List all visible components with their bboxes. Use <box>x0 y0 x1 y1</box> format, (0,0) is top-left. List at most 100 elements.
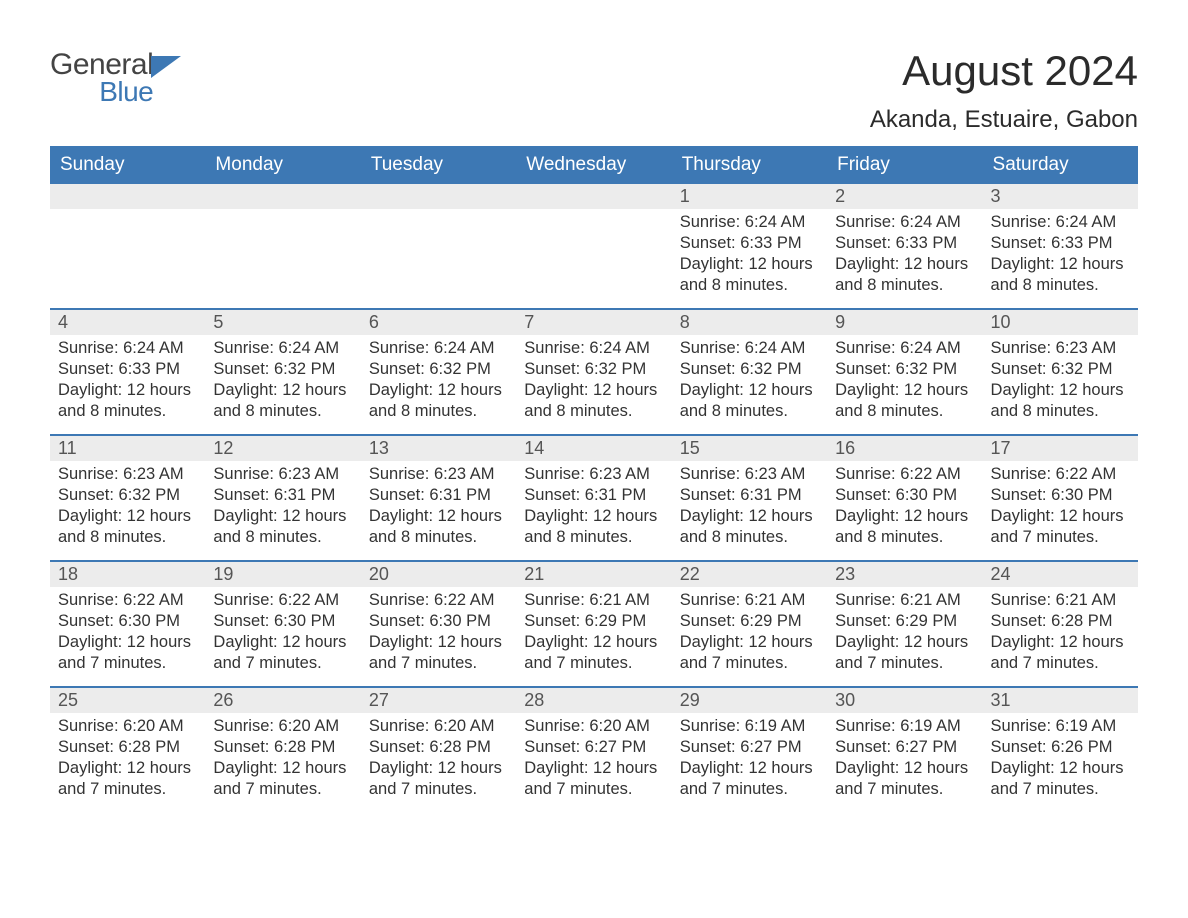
sunrise-line: Sunrise: 6:23 AM <box>680 464 819 485</box>
daylight-line: Daylight: 12 hours and 7 minutes. <box>991 758 1130 800</box>
day-details: Sunrise: 6:24 AMSunset: 6:33 PMDaylight:… <box>827 209 982 300</box>
day-number: 24 <box>983 560 1138 587</box>
sunset-line: Sunset: 6:33 PM <box>680 233 819 254</box>
sunrise-line: Sunrise: 6:21 AM <box>680 590 819 611</box>
calendar-day-cell: 20Sunrise: 6:22 AMSunset: 6:30 PMDayligh… <box>361 560 516 686</box>
calendar-day-cell: 21Sunrise: 6:21 AMSunset: 6:29 PMDayligh… <box>516 560 671 686</box>
day-number: 17 <box>983 434 1138 461</box>
daylight-line: Daylight: 12 hours and 7 minutes. <box>213 758 352 800</box>
sunrise-line: Sunrise: 6:24 AM <box>835 212 974 233</box>
daylight-line: Daylight: 12 hours and 8 minutes. <box>58 506 197 548</box>
calendar-day-cell: 23Sunrise: 6:21 AMSunset: 6:29 PMDayligh… <box>827 560 982 686</box>
weekday-header: Sunday <box>50 147 205 182</box>
sunrise-line: Sunrise: 6:20 AM <box>58 716 197 737</box>
calendar-day-cell: 2Sunrise: 6:24 AMSunset: 6:33 PMDaylight… <box>827 182 982 308</box>
empty-day-header <box>50 182 205 209</box>
sunrise-line: Sunrise: 6:23 AM <box>991 338 1130 359</box>
calendar-day-cell: 10Sunrise: 6:23 AMSunset: 6:32 PMDayligh… <box>983 308 1138 434</box>
sunset-line: Sunset: 6:31 PM <box>524 485 663 506</box>
daylight-line: Daylight: 12 hours and 7 minutes. <box>369 632 508 674</box>
sunrise-line: Sunrise: 6:21 AM <box>524 590 663 611</box>
sunset-line: Sunset: 6:31 PM <box>213 485 352 506</box>
daylight-line: Daylight: 12 hours and 7 minutes. <box>835 632 974 674</box>
location: Akanda, Estuaire, Gabon <box>870 106 1138 134</box>
empty-day-header <box>516 182 671 209</box>
day-details: Sunrise: 6:21 AMSunset: 6:29 PMDaylight:… <box>516 587 671 678</box>
day-details: Sunrise: 6:20 AMSunset: 6:28 PMDaylight:… <box>205 713 360 804</box>
sunset-line: Sunset: 6:26 PM <box>991 737 1130 758</box>
daylight-line: Daylight: 12 hours and 8 minutes. <box>835 254 974 296</box>
day-number: 19 <box>205 560 360 587</box>
sunset-line: Sunset: 6:32 PM <box>680 359 819 380</box>
day-details: Sunrise: 6:23 AMSunset: 6:32 PMDaylight:… <box>983 335 1138 426</box>
day-details: Sunrise: 6:24 AMSunset: 6:32 PMDaylight:… <box>516 335 671 426</box>
daylight-line: Daylight: 12 hours and 8 minutes. <box>58 380 197 422</box>
sunrise-line: Sunrise: 6:23 AM <box>369 464 508 485</box>
weekday-row: SundayMondayTuesdayWednesdayThursdayFrid… <box>50 147 1138 182</box>
sunrise-line: Sunrise: 6:20 AM <box>524 716 663 737</box>
weekday-header: Monday <box>205 147 360 182</box>
calendar-day-cell: 25Sunrise: 6:20 AMSunset: 6:28 PMDayligh… <box>50 686 205 812</box>
day-details: Sunrise: 6:24 AMSunset: 6:33 PMDaylight:… <box>983 209 1138 300</box>
daylight-line: Daylight: 12 hours and 8 minutes. <box>369 380 508 422</box>
calendar-day-cell: 13Sunrise: 6:23 AMSunset: 6:31 PMDayligh… <box>361 434 516 560</box>
daylight-line: Daylight: 12 hours and 7 minutes. <box>58 632 197 674</box>
sunset-line: Sunset: 6:30 PM <box>213 611 352 632</box>
calendar-day-cell: 12Sunrise: 6:23 AMSunset: 6:31 PMDayligh… <box>205 434 360 560</box>
logo: General Blue <box>50 50 181 106</box>
sunset-line: Sunset: 6:32 PM <box>524 359 663 380</box>
sunset-line: Sunset: 6:29 PM <box>524 611 663 632</box>
daylight-line: Daylight: 12 hours and 7 minutes. <box>58 758 197 800</box>
day-number: 13 <box>361 434 516 461</box>
calendar-day-cell: 1Sunrise: 6:24 AMSunset: 6:33 PMDaylight… <box>672 182 827 308</box>
calendar-day-cell: 16Sunrise: 6:22 AMSunset: 6:30 PMDayligh… <box>827 434 982 560</box>
day-number: 31 <box>983 686 1138 713</box>
day-number: 6 <box>361 308 516 335</box>
calendar-day-cell: 9Sunrise: 6:24 AMSunset: 6:32 PMDaylight… <box>827 308 982 434</box>
weekday-header: Thursday <box>672 147 827 182</box>
day-details: Sunrise: 6:23 AMSunset: 6:31 PMDaylight:… <box>205 461 360 552</box>
day-details: Sunrise: 6:24 AMSunset: 6:32 PMDaylight:… <box>205 335 360 426</box>
daylight-line: Daylight: 12 hours and 8 minutes. <box>524 380 663 422</box>
daylight-line: Daylight: 12 hours and 8 minutes. <box>835 380 974 422</box>
daylight-line: Daylight: 12 hours and 7 minutes. <box>524 632 663 674</box>
sunset-line: Sunset: 6:28 PM <box>213 737 352 758</box>
calendar-day-cell: 28Sunrise: 6:20 AMSunset: 6:27 PMDayligh… <box>516 686 671 812</box>
day-number: 12 <box>205 434 360 461</box>
day-details: Sunrise: 6:21 AMSunset: 6:29 PMDaylight:… <box>672 587 827 678</box>
sunrise-line: Sunrise: 6:22 AM <box>213 590 352 611</box>
sunset-line: Sunset: 6:31 PM <box>680 485 819 506</box>
sunset-line: Sunset: 6:28 PM <box>58 737 197 758</box>
sunrise-line: Sunrise: 6:24 AM <box>213 338 352 359</box>
empty-day-header <box>361 182 516 209</box>
day-number: 8 <box>672 308 827 335</box>
calendar-day-cell: 17Sunrise: 6:22 AMSunset: 6:30 PMDayligh… <box>983 434 1138 560</box>
day-details: Sunrise: 6:21 AMSunset: 6:28 PMDaylight:… <box>983 587 1138 678</box>
calendar-table: SundayMondayTuesdayWednesdayThursdayFrid… <box>50 146 1138 812</box>
logo-text: General Blue <box>50 50 153 106</box>
day-number: 22 <box>672 560 827 587</box>
daylight-line: Daylight: 12 hours and 7 minutes. <box>680 758 819 800</box>
day-details: Sunrise: 6:23 AMSunset: 6:31 PMDaylight:… <box>672 461 827 552</box>
daylight-line: Daylight: 12 hours and 7 minutes. <box>991 506 1130 548</box>
day-number: 4 <box>50 308 205 335</box>
day-details: Sunrise: 6:22 AMSunset: 6:30 PMDaylight:… <box>50 587 205 678</box>
day-details: Sunrise: 6:24 AMSunset: 6:33 PMDaylight:… <box>50 335 205 426</box>
calendar-day-cell: 15Sunrise: 6:23 AMSunset: 6:31 PMDayligh… <box>672 434 827 560</box>
sunrise-line: Sunrise: 6:23 AM <box>58 464 197 485</box>
calendar-day-cell: 30Sunrise: 6:19 AMSunset: 6:27 PMDayligh… <box>827 686 982 812</box>
calendar-day-cell: 24Sunrise: 6:21 AMSunset: 6:28 PMDayligh… <box>983 560 1138 686</box>
daylight-line: Daylight: 12 hours and 7 minutes. <box>680 632 819 674</box>
day-number: 10 <box>983 308 1138 335</box>
sunset-line: Sunset: 6:27 PM <box>524 737 663 758</box>
calendar-day-cell: 7Sunrise: 6:24 AMSunset: 6:32 PMDaylight… <box>516 308 671 434</box>
sunset-line: Sunset: 6:31 PM <box>369 485 508 506</box>
day-details: Sunrise: 6:22 AMSunset: 6:30 PMDaylight:… <box>205 587 360 678</box>
daylight-line: Daylight: 12 hours and 8 minutes. <box>680 254 819 296</box>
day-details: Sunrise: 6:20 AMSunset: 6:27 PMDaylight:… <box>516 713 671 804</box>
day-number: 18 <box>50 560 205 587</box>
sunrise-line: Sunrise: 6:24 AM <box>58 338 197 359</box>
sunset-line: Sunset: 6:30 PM <box>58 611 197 632</box>
sunrise-line: Sunrise: 6:23 AM <box>213 464 352 485</box>
daylight-line: Daylight: 12 hours and 7 minutes. <box>213 632 352 674</box>
